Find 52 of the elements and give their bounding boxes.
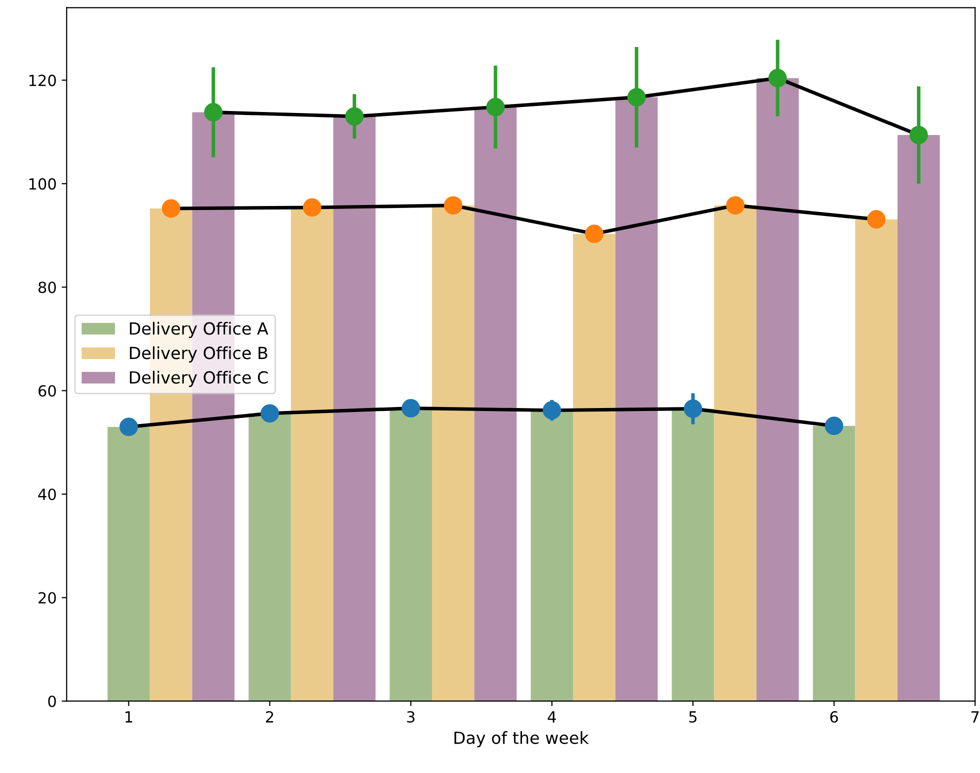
point bbox=[162, 199, 180, 218]
x-tick-label: 5 bbox=[689, 711, 696, 723]
point bbox=[444, 196, 462, 215]
bar bbox=[474, 107, 517, 702]
x-axis-title: Day of the week bbox=[454, 731, 589, 748]
point bbox=[768, 68, 787, 88]
bar bbox=[714, 205, 756, 702]
point bbox=[542, 401, 562, 420]
point bbox=[585, 224, 604, 244]
bar bbox=[390, 408, 432, 702]
point bbox=[627, 88, 646, 106]
x-tick-label: 3 bbox=[407, 711, 414, 723]
bar bbox=[530, 410, 574, 702]
point bbox=[867, 210, 886, 229]
y-tick-label: 100 bbox=[29, 178, 56, 190]
bar bbox=[812, 426, 856, 702]
point bbox=[345, 107, 364, 126]
bar bbox=[248, 413, 291, 702]
bar bbox=[290, 207, 334, 702]
bar bbox=[855, 219, 898, 702]
x-tick-label: 4 bbox=[548, 711, 556, 722]
bar bbox=[898, 135, 940, 702]
bar bbox=[672, 408, 714, 702]
y-tick-label: 40 bbox=[38, 488, 56, 500]
legend-label: Delivery Office A bbox=[130, 322, 268, 338]
point bbox=[824, 416, 844, 436]
point bbox=[684, 400, 702, 418]
bar bbox=[756, 78, 799, 702]
bar bbox=[108, 426, 150, 702]
bar bbox=[573, 234, 616, 702]
point bbox=[726, 196, 744, 215]
y-tick-label: 120 bbox=[29, 74, 56, 86]
x-tick-label: 7 bbox=[971, 711, 979, 722]
y-tick-label: 80 bbox=[38, 282, 56, 294]
legend-label: Delivery Office B bbox=[130, 346, 268, 362]
legend-label: Delivery Office C bbox=[130, 370, 268, 387]
bar bbox=[333, 116, 376, 702]
x-tick-label: 6 bbox=[830, 711, 838, 723]
x-tick-label: 1 bbox=[126, 711, 132, 722]
y-tick-label: 60 bbox=[38, 385, 56, 397]
y-tick-label: 20 bbox=[38, 592, 56, 604]
point bbox=[120, 418, 138, 436]
bar bbox=[432, 205, 474, 702]
point bbox=[204, 103, 223, 122]
point bbox=[302, 198, 322, 217]
bar bbox=[615, 97, 658, 702]
point bbox=[402, 399, 420, 418]
y-tick-label: 0 bbox=[48, 696, 56, 708]
point bbox=[909, 126, 928, 144]
x-tick-label: 2 bbox=[266, 711, 274, 722]
point bbox=[486, 98, 505, 116]
point bbox=[260, 404, 279, 423]
